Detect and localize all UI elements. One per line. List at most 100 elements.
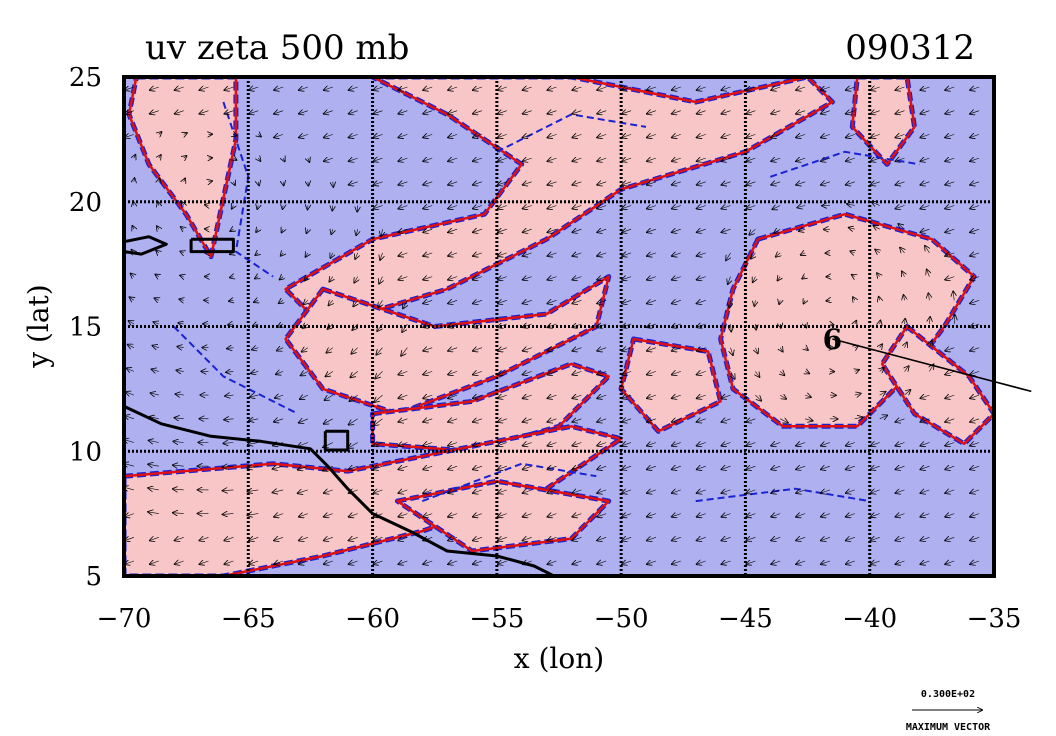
y-tick-label: 20 [69,188,102,218]
chart-date-label: 090312 [845,28,975,68]
wind-vector [398,134,408,137]
wind-vector [423,395,433,398]
wind-vector [125,111,134,114]
wind-vector [672,537,681,540]
wind-vector [134,178,135,182]
wind-vector [846,514,855,517]
wind-vector [846,158,855,161]
wind-vector [731,347,733,355]
wind-vector [771,111,781,114]
wind-vector [374,206,383,209]
wind-vector [376,347,383,355]
wind-vector [448,537,458,540]
wind-vector [175,537,184,540]
wind-vector [498,348,507,351]
wind-vector [548,229,557,232]
y-tick-label: 15 [69,313,102,343]
wind-vector [821,87,830,90]
wind-vector [697,490,706,493]
wind-vector [398,206,408,209]
wind-vector [176,394,184,395]
wind-vector [970,111,980,114]
wind-vector [572,371,582,374]
wind-vector [771,134,781,137]
wind-vector [622,206,632,209]
wind-vector [896,419,905,422]
wind-vector [920,158,930,161]
wind-vector [523,514,532,517]
wind-vector [622,300,632,303]
wind-vector [746,419,756,422]
wind-vector [622,111,632,114]
wind-vector [572,514,582,517]
wind-vector [232,206,234,209]
wind-vector [331,229,333,234]
wind-vector [597,229,607,232]
wind-vector [697,229,706,232]
wind-vector [523,134,532,137]
wind-vector [448,348,458,351]
wind-vector [307,229,308,233]
wind-vector [597,466,607,469]
wind-vector [224,87,234,90]
wind-vector [174,441,184,442]
wind-vector [896,87,905,90]
wind-vector [125,561,135,564]
wind-vector [751,252,755,259]
wind-vector [252,348,259,350]
wind-vector [279,300,283,303]
wind-vector [821,466,831,469]
wind-vector [672,229,681,232]
wind-vector [448,395,458,398]
wind-vector [746,490,756,493]
wind-vector [970,253,980,256]
wind-vector [129,321,134,324]
wind-vector [184,156,187,158]
wind-vector [249,111,259,114]
wind-vector [333,182,334,187]
wind-vector [928,293,929,301]
wind-vector [877,273,880,276]
wind-vector [126,392,135,395]
wind-vector [448,158,458,161]
wind-vector [523,87,532,90]
wind-vector [871,561,880,564]
wind-vector [155,298,159,300]
x-tick-label: −55 [469,604,524,634]
wind-vector [176,370,184,371]
wind-vector [771,490,781,493]
wind-vector [796,537,806,540]
wind-vector [274,561,284,564]
wind-vector [223,490,234,491]
wind-vector [349,158,358,161]
south-american-coast [124,404,558,576]
wind-vector [473,182,482,185]
wind-vector [871,158,880,161]
wind-vector [672,87,681,90]
wind-vector [722,537,731,540]
wind-vector [326,371,333,376]
wind-vector [780,371,784,375]
wind-vector [597,300,607,303]
wind-vector [448,134,458,137]
wind-vector [130,297,134,300]
wind-vector [954,315,955,325]
wind-vector [697,443,706,446]
wind-vector [821,514,831,517]
wind-vector [920,182,930,185]
wind-vector [258,182,259,186]
wind-vector [672,182,681,185]
wind-vector [248,490,259,492]
wind-vector [722,158,731,161]
wind-vector [572,277,582,280]
wind-vector [920,229,930,232]
wind-vector [755,394,761,401]
wind-vector [647,443,657,446]
wind-vector [622,134,632,137]
wind-vector [398,419,408,422]
wind-vector [128,345,135,348]
wind-vector [796,514,806,517]
wind-vector [274,537,284,540]
wind-vector [755,371,759,377]
wind-vector [473,134,482,137]
